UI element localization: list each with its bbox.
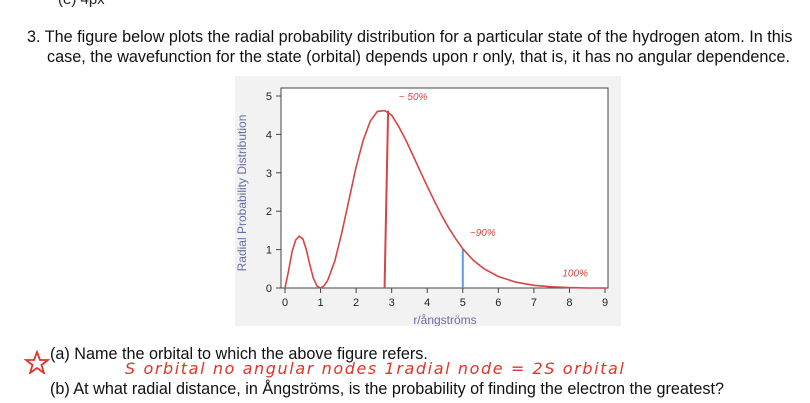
- part-b-text: (b) At what radial distance, in Ångström…: [50, 380, 724, 398]
- y-tick-label: 5: [266, 91, 272, 103]
- annotation-label: ~90%: [470, 228, 496, 239]
- y-tick-label: 2: [266, 206, 272, 218]
- x-tick-label: 0: [282, 297, 288, 309]
- chart-panel: Radial Probability Distribution r/ångstr…: [235, 76, 621, 327]
- marker-lines: [383, 110, 464, 289]
- x-tick-label: 5: [460, 297, 466, 309]
- x-tick-label: 4: [424, 297, 430, 309]
- x-tick-label: 1: [317, 297, 323, 309]
- star-mark-icon: [24, 350, 50, 374]
- question-line-2: case, the wavefunction for the state (or…: [47, 48, 790, 66]
- part-a-text: (a) Name the orbital to which the above …: [50, 345, 428, 363]
- x-tick-label: 6: [495, 297, 501, 309]
- y-tick-label: 1: [266, 245, 272, 257]
- y-tick-label: 4: [266, 129, 272, 141]
- question-text: 3. The figure below plots the radial pro…: [27, 27, 797, 67]
- x-tick-label: 9: [602, 297, 608, 309]
- annotations: ~ 50% ~90% 100%: [399, 92, 588, 280]
- previous-option-fragment: (e) 4px: [58, 0, 105, 8]
- annotation-label: 100%: [562, 268, 588, 279]
- y-axis-label: Radial Probability Distribution: [235, 115, 249, 272]
- radial-distribution-chart: Radial Probability Distribution r/ångstr…: [235, 87, 609, 327]
- x-tick-label: 2: [353, 297, 359, 309]
- axis-ticks: 0 1 2 3 4 5 6 7 8 9 0 1 2 3 4 5: [266, 91, 608, 309]
- y-tick-label: 0: [266, 283, 272, 295]
- x-tick-label: 8: [566, 297, 572, 309]
- x-tick-label: 3: [389, 297, 395, 309]
- question-line-1: 3. The figure below plots the radial pro…: [27, 28, 793, 46]
- x-tick-label: 7: [531, 297, 537, 309]
- marker-line: [383, 110, 390, 289]
- x-axis-label: r/ångströms: [413, 313, 476, 326]
- answer-a-handwritten: S orbital no angular nodes 1radial node …: [125, 359, 626, 378]
- annotation-label: ~ 50%: [399, 92, 428, 103]
- plot-frame: [280, 87, 609, 289]
- series-line: [284, 109, 605, 289]
- y-tick-label: 3: [266, 168, 272, 180]
